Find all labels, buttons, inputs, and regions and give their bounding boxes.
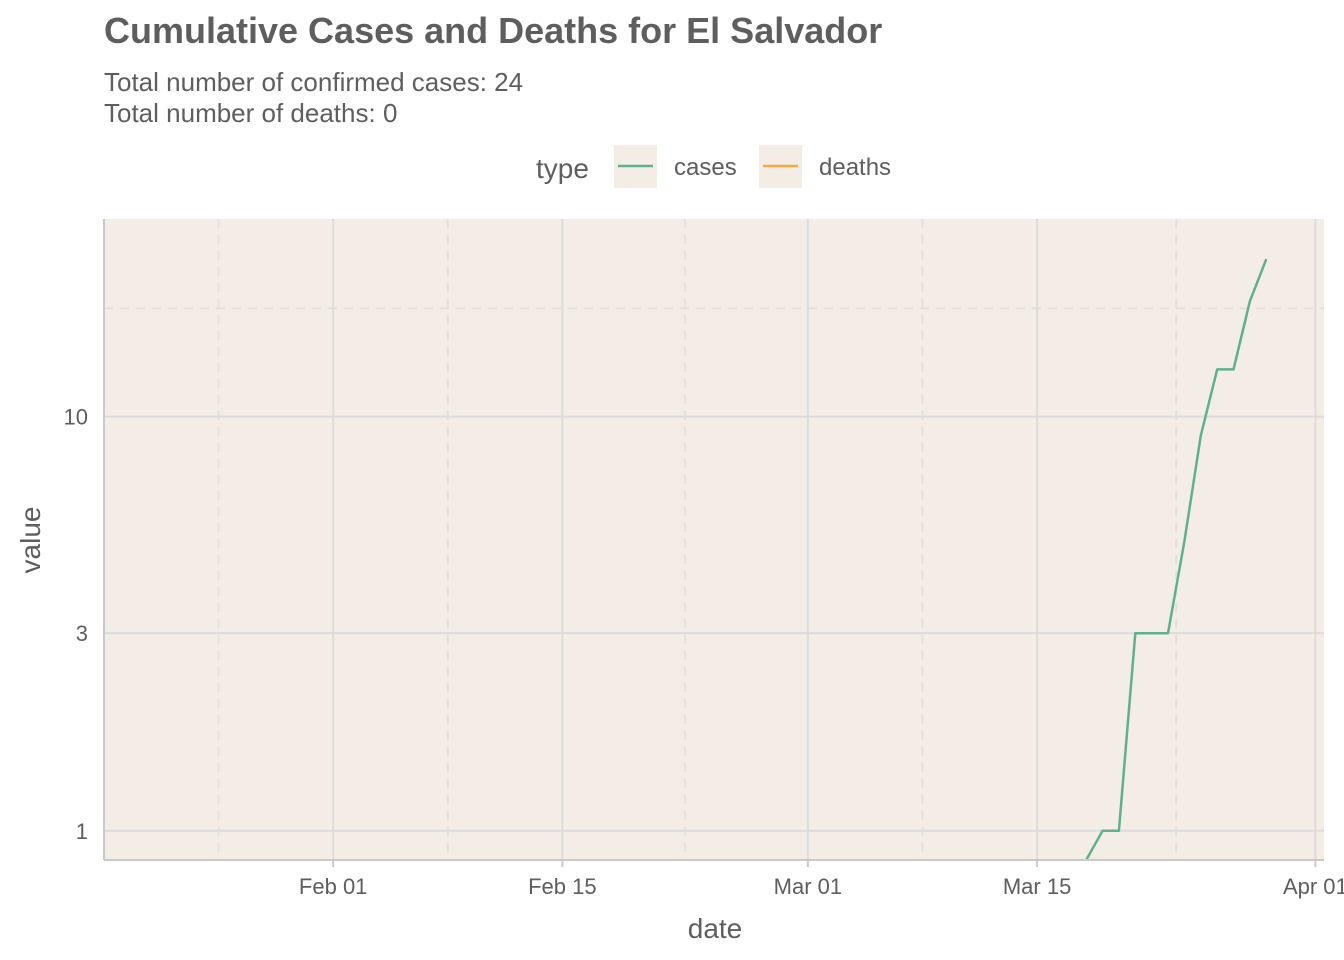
x-axis-title: date xyxy=(688,913,743,944)
minor-grid xyxy=(104,219,1324,860)
x-tick-label: Mar 01 xyxy=(774,874,842,899)
series-line-cases xyxy=(1085,258,1268,861)
y-axis-ticks: 1 3 10 xyxy=(64,405,88,844)
legend-title: type xyxy=(536,153,589,184)
legend: type cases deaths xyxy=(536,145,891,188)
y-tick-label: 3 xyxy=(76,621,88,646)
x-axis-ticks: Feb 01 Feb 15 Mar 01 Mar 15 Apr 01 xyxy=(299,860,1344,899)
x-tick-label: Feb 01 xyxy=(299,874,368,899)
chart-title: Cumulative Cases and Deaths for El Salva… xyxy=(104,10,883,51)
x-tick-label: Mar 15 xyxy=(1003,874,1071,899)
y-axis-title: value xyxy=(15,507,46,574)
subtitle-deaths: Total number of deaths: 0 xyxy=(104,98,398,128)
series-layer xyxy=(1085,258,1268,861)
plot-panel xyxy=(104,219,1324,860)
legend-label-cases: cases xyxy=(674,154,737,181)
subtitle-cases: Total number of confirmed cases: 24 xyxy=(104,67,524,97)
x-tick-label: Feb 15 xyxy=(528,874,597,899)
legend-label-deaths: deaths xyxy=(819,154,891,181)
y-tick-label: 1 xyxy=(76,819,88,844)
x-tick-label: Apr 01 xyxy=(1283,874,1344,899)
y-tick-label: 10 xyxy=(64,405,88,430)
major-grid xyxy=(104,219,1324,860)
